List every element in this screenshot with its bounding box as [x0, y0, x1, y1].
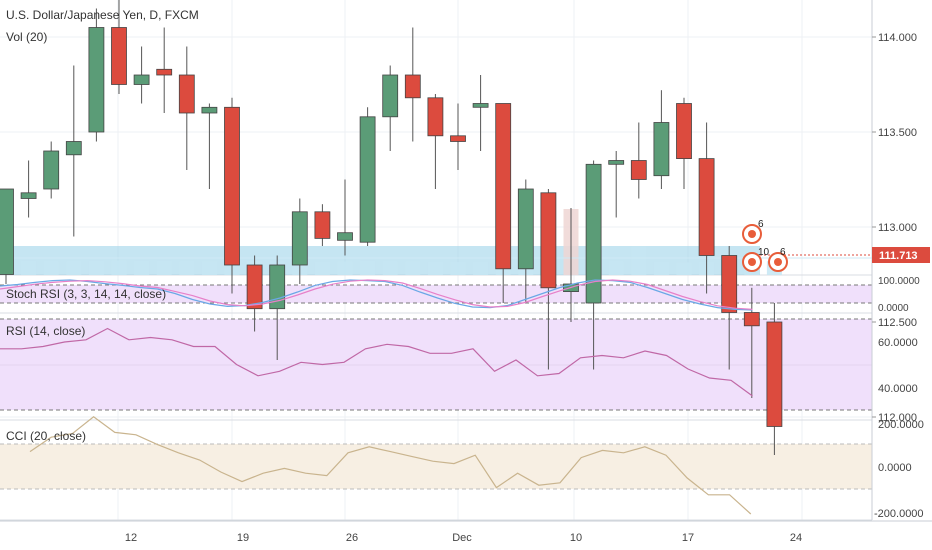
- price-tick-label-4: 112.000: [878, 412, 917, 424]
- price-axis-bg: [872, 0, 932, 550]
- candle-body-16: [359, 116, 376, 243]
- candle-body-29: [653, 122, 670, 177]
- price-tick-label-3: 112.500: [878, 317, 917, 329]
- volume-bar-1: [21, 260, 37, 275]
- rsi-line: [0, 327, 753, 397]
- candle-body-28: [630, 160, 647, 180]
- stoch-tick-label-0: 100.0000: [878, 276, 920, 287]
- rsi-tick-label-1: 40.0000: [878, 383, 918, 395]
- price-tick-label-0: 114.000: [878, 32, 917, 44]
- candle-body-24: [540, 192, 557, 289]
- candle-body-2: [43, 150, 60, 190]
- last-price-tag: [872, 247, 930, 263]
- candle-body-22: [495, 103, 512, 270]
- stoch-rsi-label: Stoch RSI (3, 3, 14, 14, close): [6, 287, 167, 301]
- candle-body-3: [65, 141, 82, 156]
- rsi-tick-label-0: 60.0000: [878, 337, 918, 349]
- volume-bar-14: [314, 262, 330, 275]
- time-tick-label-0: 12: [125, 532, 137, 544]
- candle-body-17: [382, 74, 399, 118]
- candle-body-8: [178, 74, 195, 114]
- candle-body-23: [517, 188, 534, 270]
- volume-bar-9: [201, 261, 217, 275]
- price-tick-label-1: 113.500: [878, 127, 917, 139]
- cci-band: [0, 444, 872, 489]
- volume-bar-29: [653, 261, 669, 275]
- stoch-d-line: [0, 279, 753, 310]
- candle-body-21: [472, 103, 489, 108]
- time-tick-label-1: 19: [237, 532, 249, 544]
- chart-title: U.S. Dollar/Japanese Yen, D, FXCM: [6, 8, 199, 22]
- candle-body-26: [585, 163, 602, 304]
- candle-body-13: [291, 211, 308, 266]
- cci-line: [29, 416, 752, 515]
- volume-bar-5: [111, 260, 127, 275]
- volume-bar-17: [382, 261, 398, 275]
- volume-bar-8: [179, 261, 195, 275]
- volume-bar-18: [405, 261, 421, 275]
- time-tick-label-2: 26: [346, 532, 358, 544]
- event-flag-icon-lower-right-icon: [774, 258, 782, 266]
- event-flag-icon-lower-right-count: 6: [780, 247, 786, 258]
- candle-body-7: [156, 68, 173, 76]
- volume-bar-2: [43, 261, 59, 275]
- price-tick-label-2: 113.000: [878, 222, 917, 234]
- candle-body-19: [427, 97, 444, 137]
- volume-bar-20: [450, 262, 466, 275]
- volume-bar-27: [608, 261, 624, 275]
- candle-body-6: [133, 74, 150, 85]
- volume-bar-16: [360, 260, 376, 275]
- time-tick-label-6: 24: [790, 532, 802, 544]
- volume-bar-6: [134, 260, 150, 275]
- candle-body-0: [0, 188, 14, 275]
- event-flag-icon-upper-icon: [748, 230, 756, 238]
- candle-body-14: [314, 211, 331, 239]
- volume-bar-7: [156, 260, 172, 275]
- stoch-k-line: [0, 279, 753, 311]
- event-flag-icon-lower-left-count: 10: [758, 247, 770, 258]
- event-flag-icon-upper-count: 6: [758, 219, 764, 230]
- cci-tick-label-2: -200.0000: [874, 508, 924, 520]
- candle-body-5: [111, 27, 127, 85]
- cci-tick-label-0: 200.0000: [878, 419, 924, 431]
- event-flag-icon-lower-left-icon: [748, 258, 756, 266]
- candle-body-31: [698, 158, 715, 256]
- candle-body-34: [766, 321, 783, 427]
- candle-body-11: [246, 264, 263, 310]
- stoch-tick-label-1: 0.0000: [878, 303, 909, 314]
- volume-bar-15: [337, 261, 353, 275]
- candle-body-20: [450, 135, 466, 142]
- volume-bar-21: [473, 261, 489, 275]
- candle-body-30: [676, 103, 692, 159]
- candle-body-18: [404, 74, 421, 99]
- volume-label: Vol (20): [6, 30, 48, 44]
- time-tick-label-4: 10: [570, 532, 582, 544]
- candle-body-32: [721, 255, 738, 313]
- volume-bar-3: [66, 261, 82, 275]
- candle-body-9: [201, 106, 218, 114]
- candle-body-33: [743, 312, 760, 327]
- candle-body-4: [88, 27, 105, 133]
- candle-body-15: [337, 232, 353, 241]
- time-tick-label-5: 17: [682, 532, 694, 544]
- candle-body-1: [20, 192, 37, 199]
- cci-label: CCI (20, close): [6, 429, 87, 443]
- last-price-label: 111.713: [879, 250, 918, 262]
- volume-bar-28: [631, 246, 647, 275]
- volume-bar-30: [676, 262, 692, 275]
- rsi-label: RSI (14, close): [6, 324, 86, 338]
- candle-body-10: [224, 106, 240, 266]
- volume-bar-4: [88, 260, 104, 275]
- volume-bar-19: [427, 261, 443, 275]
- candle-body-27: [608, 160, 625, 165]
- time-tick-label-3: Dec: [452, 532, 472, 544]
- cci-tick-label-1: 0.0000: [878, 462, 912, 474]
